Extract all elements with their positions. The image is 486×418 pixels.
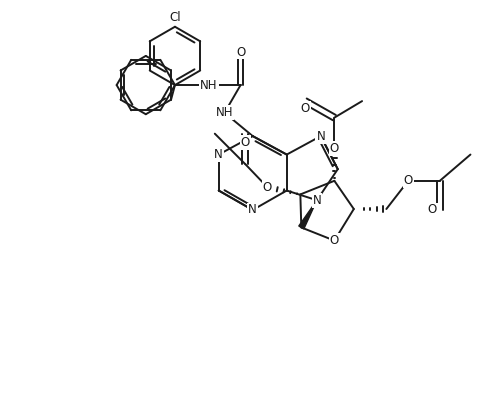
Text: NH: NH	[216, 106, 233, 119]
Text: O: O	[330, 142, 339, 155]
Text: O: O	[403, 174, 413, 187]
Text: N: N	[316, 130, 325, 143]
Text: O: O	[262, 181, 272, 194]
Text: N: N	[312, 194, 321, 207]
Text: N: N	[248, 204, 257, 217]
Text: O: O	[427, 204, 437, 217]
Text: NH: NH	[200, 79, 218, 92]
Text: O: O	[300, 102, 310, 115]
Polygon shape	[299, 200, 317, 229]
Text: O: O	[241, 136, 250, 149]
Text: O: O	[330, 234, 339, 247]
Text: O: O	[236, 46, 245, 59]
Text: Cl: Cl	[169, 10, 181, 23]
Text: N: N	[214, 148, 223, 161]
